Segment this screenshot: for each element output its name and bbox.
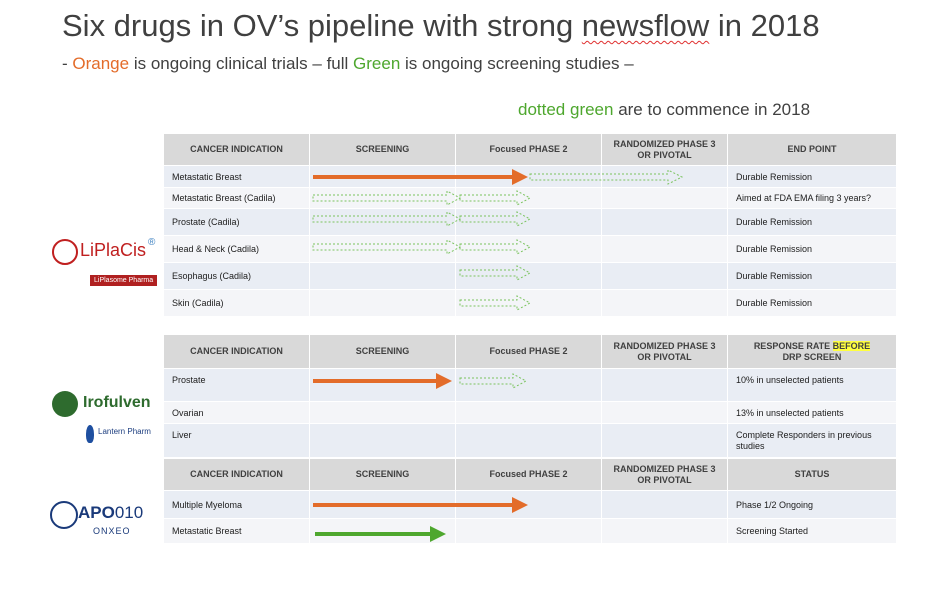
table-row: Prostate 10% in unselected patients — [163, 368, 897, 402]
header-endpoint: END POINT — [727, 133, 897, 166]
table-row: Ovarian 13% in unselected patients — [163, 401, 897, 424]
indication-cell: Head & Neck (Cadila) — [163, 235, 310, 263]
header-screening: SCREENING — [309, 133, 456, 166]
table-row: Liver Complete Responders in previous st… — [163, 423, 897, 458]
legend-line-1: - Orange is ongoing clinical trials – fu… — [62, 54, 634, 73]
endpoint-cell: Durable Remission — [727, 262, 897, 290]
endpoint-cell: 10% in unselected patients — [727, 368, 897, 402]
indication-cell: Multiple Myeloma — [163, 490, 310, 519]
header-phase3: RANDOMIZED PHASE 3 OR PIVOTAL — [601, 133, 728, 166]
endpoint-cell: Durable Remission — [727, 208, 897, 236]
flame-icon — [86, 425, 94, 443]
table-row: Esophagus (Cadila) Durable Remission — [163, 262, 897, 290]
table-row: Prostate (Cadila) Durable Remission — [163, 208, 897, 236]
header-phase3: RANDOMIZED PHASE 3 OR PIVOTAL — [601, 334, 728, 369]
status-cell: Phase 1/2 Ongoing — [727, 490, 897, 519]
endpoint-cell: Complete Responders in previous studies — [727, 423, 897, 458]
header-phase2: Focused PHASE 2 — [455, 334, 602, 369]
indication-cell: Prostate — [163, 368, 310, 402]
table-row: Multiple Myeloma Phase 1/2 Ongoing — [163, 490, 897, 519]
apo010-logo: APO010 ONXEO — [48, 500, 158, 544]
indication-cell: Skin (Cadila) — [163, 289, 310, 317]
lantern-pharma-logo: Lantern Pharm — [86, 424, 166, 448]
irofulven-logo: Irofulven — [50, 390, 160, 420]
header-indication: CANCER INDICATION — [163, 133, 310, 166]
liplacis-table: CANCER INDICATION SCREENING Focused PHAS… — [163, 133, 897, 317]
header-indication: CANCER INDICATION — [163, 458, 310, 491]
indication-cell: Ovarian — [163, 401, 310, 424]
endpoint-cell: Aimed at FDA EMA filing 3 years? — [727, 187, 897, 209]
apo-mark-icon — [50, 501, 78, 529]
header-phase3: RANDOMIZED PHASE 3 OR PIVOTAL — [601, 458, 728, 491]
table-row: Metastatic Breast Screening Started — [163, 518, 897, 544]
table-row: Skin (Cadila) Durable Remission — [163, 289, 897, 317]
indication-cell: Metastatic Breast — [163, 165, 310, 188]
table-row: Metastatic Breast (Cadila) Aimed at FDA … — [163, 187, 897, 209]
endpoint-cell: 13% in unselected patients — [727, 401, 897, 424]
header-status: STATUS — [727, 458, 897, 491]
onxeo-logo: ONXEO — [93, 526, 131, 536]
legend-line-2: dotted green are to commence in 2018 — [518, 100, 811, 119]
irofulven-table: CANCER INDICATION SCREENING Focused PHAS… — [163, 334, 897, 458]
table-row: Head & Neck (Cadila) Durable Remission — [163, 235, 897, 263]
irofulven-mark-icon — [52, 391, 78, 417]
liplacis-logo: LiPlaCis ® LiPlasome Pharma — [50, 237, 160, 292]
highlight-before: BEFORE — [832, 340, 871, 351]
indication-cell: Metastatic Breast (Cadila) — [163, 187, 310, 209]
header-phase2: Focused PHASE 2 — [455, 458, 602, 491]
indication-cell: Liver — [163, 423, 310, 458]
header-indication: CANCER INDICATION — [163, 334, 310, 369]
indication-cell: Esophagus (Cadila) — [163, 262, 310, 290]
page-title: Six drugs in OV’s pipeline with strong n… — [62, 8, 820, 43]
header-phase2: Focused PHASE 2 — [455, 133, 602, 166]
endpoint-cell: Durable Remission — [727, 165, 897, 188]
header-screening: SCREENING — [309, 458, 456, 491]
status-cell: Screening Started — [727, 518, 897, 544]
indication-cell: Metastatic Breast — [163, 518, 310, 544]
endpoint-cell: Durable Remission — [727, 235, 897, 263]
indication-cell: Prostate (Cadila) — [163, 208, 310, 236]
endpoint-cell: Durable Remission — [727, 289, 897, 317]
liplasome-logo: LiPlasome Pharma — [90, 275, 158, 286]
liplacis-mark-icon — [52, 239, 78, 265]
apo010-table: CANCER INDICATION SCREENING Focused PHAS… — [163, 458, 897, 544]
table-row: Metastatic Breast Durable Remission — [163, 165, 897, 188]
header-response-rate: RESPONSE RATE BEFORE DRP SCREEN — [727, 334, 897, 369]
header-screening: SCREENING — [309, 334, 456, 369]
